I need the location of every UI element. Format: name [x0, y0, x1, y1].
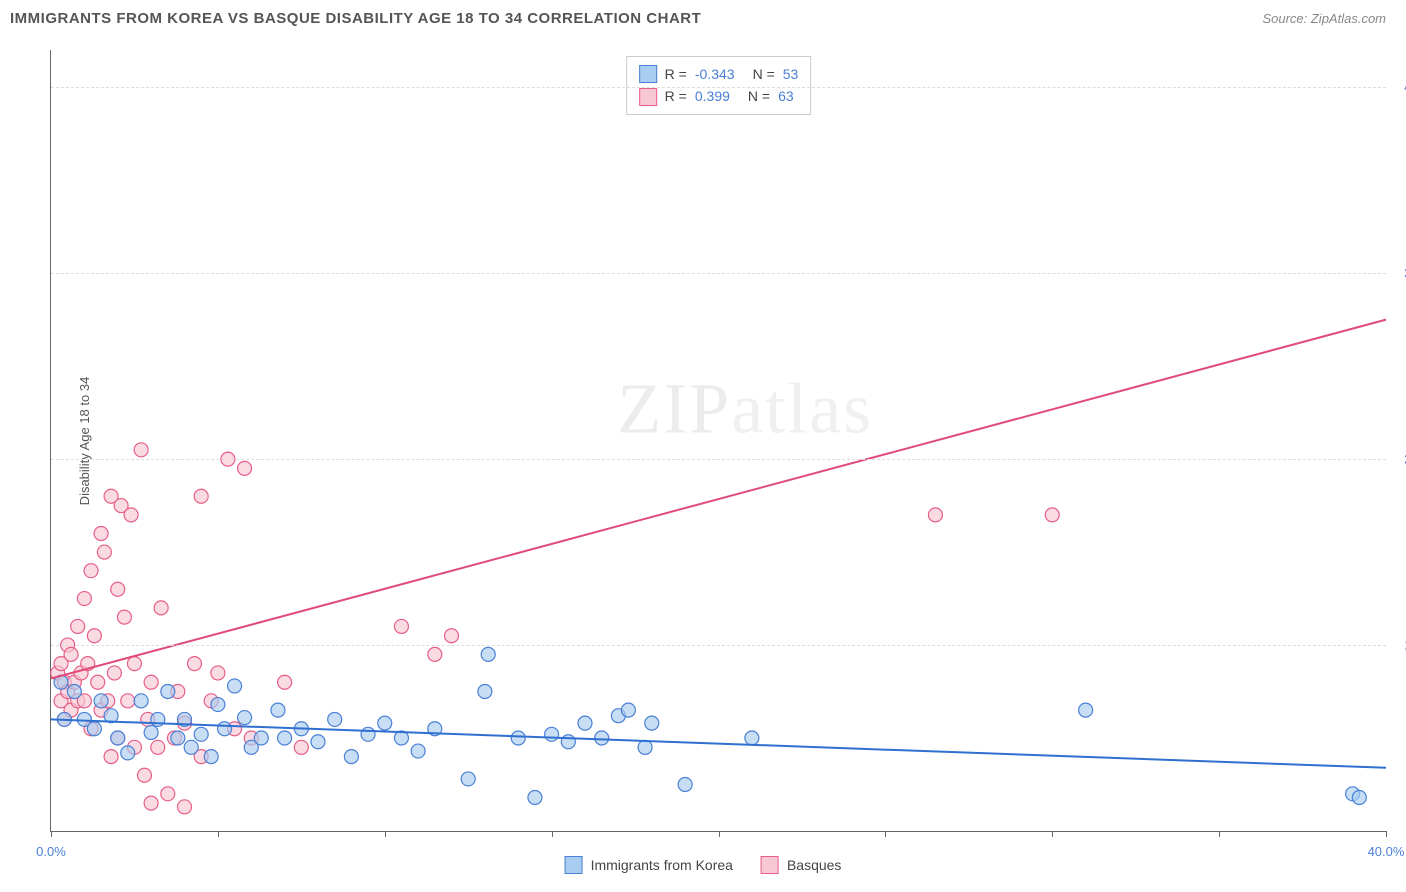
gridline: [51, 459, 1386, 460]
trend-line: [51, 320, 1386, 679]
legend-item: Basques: [761, 856, 841, 874]
x-tick-label: 40.0%: [1368, 844, 1405, 859]
x-tick: [1219, 831, 1220, 837]
x-tick: [218, 831, 219, 837]
plot-area: ZIPatlas R = -0.343 N = 53 R = 0.399 N =…: [50, 50, 1386, 832]
legend-item: Immigrants from Korea: [565, 856, 733, 874]
stats-legend-row: R = 0.399 N = 63: [639, 85, 799, 107]
source-label: Source: ZipAtlas.com: [1262, 11, 1386, 26]
x-tick: [885, 831, 886, 837]
gridline: [51, 645, 1386, 646]
legend-swatch: [639, 65, 657, 83]
y-tick-label: 40.0%: [1391, 80, 1406, 95]
trend-line: [51, 719, 1386, 767]
series-legend: Immigrants from Korea Basques: [565, 856, 842, 874]
x-tick: [51, 831, 52, 837]
legend-label: Immigrants from Korea: [591, 857, 733, 873]
legend-label: Basques: [787, 857, 841, 873]
plot-container: Disability Age 18 to 34 ZIPatlas R = -0.…: [50, 50, 1386, 832]
stats-legend-row: R = -0.343 N = 53: [639, 63, 799, 85]
x-tick: [719, 831, 720, 837]
gridline: [51, 273, 1386, 274]
x-tick: [1052, 831, 1053, 837]
x-tick: [1386, 831, 1387, 837]
x-tick-label: 0.0%: [36, 844, 66, 859]
stats-legend: R = -0.343 N = 53 R = 0.399 N = 63: [626, 56, 812, 115]
trend-lines-layer: [51, 50, 1386, 831]
x-tick: [552, 831, 553, 837]
legend-swatch: [761, 856, 779, 874]
gridline: [51, 87, 1386, 88]
y-tick-label: 10.0%: [1391, 638, 1406, 653]
x-tick: [385, 831, 386, 837]
chart-title: IMMIGRANTS FROM KOREA VS BASQUE DISABILI…: [10, 10, 701, 27]
legend-swatch: [639, 88, 657, 106]
y-tick-label: 30.0%: [1391, 266, 1406, 281]
legend-swatch: [565, 856, 583, 874]
y-tick-label: 20.0%: [1391, 452, 1406, 467]
